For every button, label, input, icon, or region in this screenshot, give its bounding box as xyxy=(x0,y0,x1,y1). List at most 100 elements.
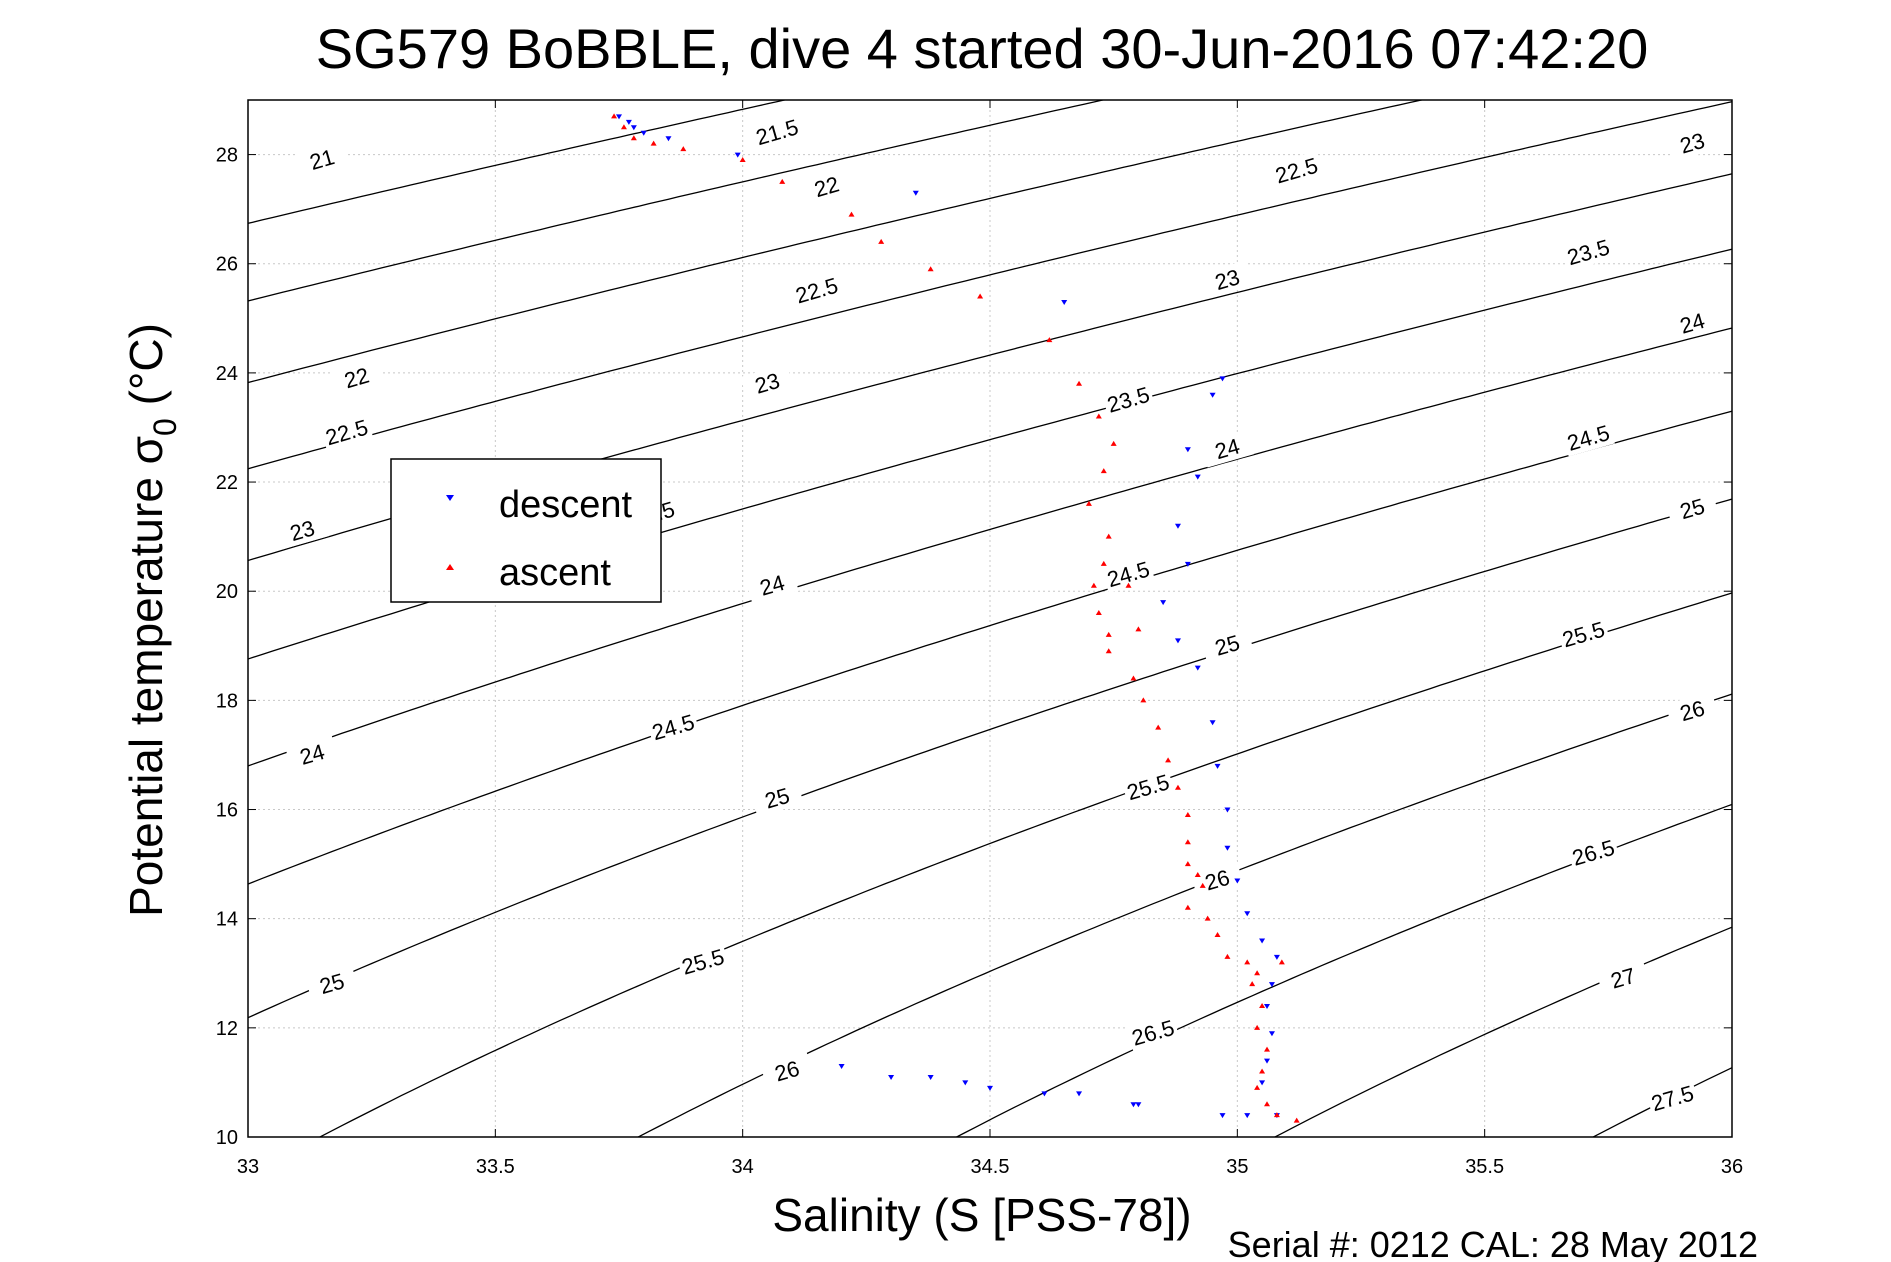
ascent-point xyxy=(1095,610,1102,616)
contour-label-bg xyxy=(799,167,854,206)
ascent-series xyxy=(611,113,1300,1123)
ascent-point xyxy=(620,124,627,130)
y-axis-label-main: Potential temperature σ xyxy=(120,436,172,917)
descent-point xyxy=(987,1085,993,1091)
ascent-point xyxy=(848,211,855,217)
ascent-point xyxy=(1155,724,1162,730)
ascent-point xyxy=(1293,1117,1300,1123)
x-tick-label: 34.5 xyxy=(971,1156,1010,1178)
ascent-point xyxy=(1278,959,1285,965)
contour-label-bg xyxy=(1665,123,1719,162)
contour-label-bg xyxy=(1101,380,1155,419)
descent-point xyxy=(665,136,672,142)
descent-point xyxy=(1268,1031,1275,1037)
y-axis: 10 12 14 16 18 20 22 24 26 28 xyxy=(216,145,1732,1149)
grid-layer xyxy=(248,100,1732,1137)
descent-point xyxy=(1259,1080,1266,1086)
legend-descent-marker xyxy=(446,495,454,501)
ascent-point xyxy=(1174,784,1181,790)
contour-label-group: 24 xyxy=(745,565,799,604)
descent-point xyxy=(1194,474,1201,480)
descent-point xyxy=(616,114,622,120)
descent-point xyxy=(625,119,632,125)
ascent-point xyxy=(1100,468,1107,474)
descent-point xyxy=(927,1074,934,1080)
descent-point xyxy=(1234,878,1241,884)
x-tick-label: 34 xyxy=(732,1156,754,1178)
descent-point xyxy=(1041,1091,1048,1097)
contour-label-group: 23 xyxy=(1200,260,1254,299)
y-axis-label: Potential temperature σ0 (°C) xyxy=(120,323,183,917)
contour-label-bg xyxy=(1200,429,1254,468)
descent-point xyxy=(1174,523,1181,529)
contour-label-group: 26 xyxy=(1190,860,1244,899)
ascent-point xyxy=(1105,631,1112,637)
contour-label-bg xyxy=(295,139,349,179)
contour-label-group: 25 xyxy=(1665,489,1719,528)
descent-point xyxy=(1273,954,1280,960)
contour-label-bg xyxy=(745,565,799,604)
descent-point xyxy=(1244,911,1251,917)
ascent-point xyxy=(1100,560,1107,566)
ascent-point xyxy=(1184,811,1191,817)
ascent-point xyxy=(1095,413,1102,419)
contour-label-bg xyxy=(1645,1078,1699,1117)
contour-label-bg xyxy=(1121,767,1175,806)
descent-point xyxy=(1264,1004,1271,1010)
ascent-point xyxy=(1076,380,1083,386)
descent-point xyxy=(1214,763,1221,769)
ascent-point xyxy=(1254,1024,1261,1030)
ascent-point xyxy=(1140,697,1147,703)
legend: descent ascent xyxy=(390,458,662,603)
ascent-point xyxy=(1273,1112,1280,1118)
descent-point xyxy=(912,190,919,196)
ascent-point xyxy=(1199,882,1206,888)
descent-point xyxy=(1061,299,1068,305)
ascent-point xyxy=(878,238,885,244)
ascent-point xyxy=(1259,1068,1266,1074)
ascent-point xyxy=(779,178,786,184)
contour-label-group: 22 xyxy=(799,167,854,206)
legend-ascent-label: ascent xyxy=(499,552,611,594)
contour-label-bg xyxy=(1665,489,1719,528)
descent-point xyxy=(1184,447,1191,453)
descent-point xyxy=(1244,1113,1251,1119)
ascent-point xyxy=(1125,582,1132,588)
ascent-point xyxy=(1110,440,1117,446)
x-tick-label: 36 xyxy=(1721,1156,1743,1178)
contour-label-group: 26 xyxy=(1665,691,1719,730)
ascent-point xyxy=(1184,861,1191,867)
contour-label-bg xyxy=(285,734,339,774)
contour-label-bg xyxy=(676,942,730,981)
density-contour-24.5 xyxy=(248,410,1732,885)
contour-label-bg xyxy=(1200,260,1254,299)
ascent-point xyxy=(1254,970,1261,976)
y-tick-label: 14 xyxy=(216,909,238,931)
ascent-point xyxy=(1165,757,1172,763)
legend-box xyxy=(390,458,662,603)
x-tick-label: 33 xyxy=(237,1156,259,1178)
y-tick-label: 10 xyxy=(216,1127,238,1149)
contour-label-bg xyxy=(1190,860,1244,899)
x-tick-label: 35.5 xyxy=(1465,1156,1504,1178)
density-contour-24 xyxy=(248,327,1732,767)
descent-point xyxy=(1264,1058,1271,1064)
contour-label-bg xyxy=(1665,303,1719,342)
y-tick-label: 20 xyxy=(216,581,238,603)
contour-label-bg xyxy=(319,412,374,452)
ascent-point xyxy=(1085,500,1092,506)
descent-point xyxy=(734,152,741,158)
ascent-point xyxy=(739,157,746,163)
y-tick-label: 18 xyxy=(216,690,238,712)
contour-label-bg xyxy=(275,511,329,550)
x-tick-label: 35 xyxy=(1226,1156,1248,1178)
descent-point xyxy=(640,130,647,136)
contour-label-bg xyxy=(740,363,794,402)
contour-label-bg xyxy=(750,778,804,817)
contour-label-bg xyxy=(1269,150,1324,190)
descent-point xyxy=(838,1064,845,1070)
ascent-point xyxy=(1214,932,1221,938)
descent-point xyxy=(630,125,637,131)
descent-point xyxy=(1076,1091,1083,1097)
ascent-point xyxy=(1264,1046,1271,1052)
